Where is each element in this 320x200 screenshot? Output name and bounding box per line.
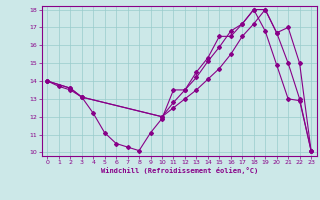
X-axis label: Windchill (Refroidissement éolien,°C): Windchill (Refroidissement éolien,°C) — [100, 167, 258, 174]
